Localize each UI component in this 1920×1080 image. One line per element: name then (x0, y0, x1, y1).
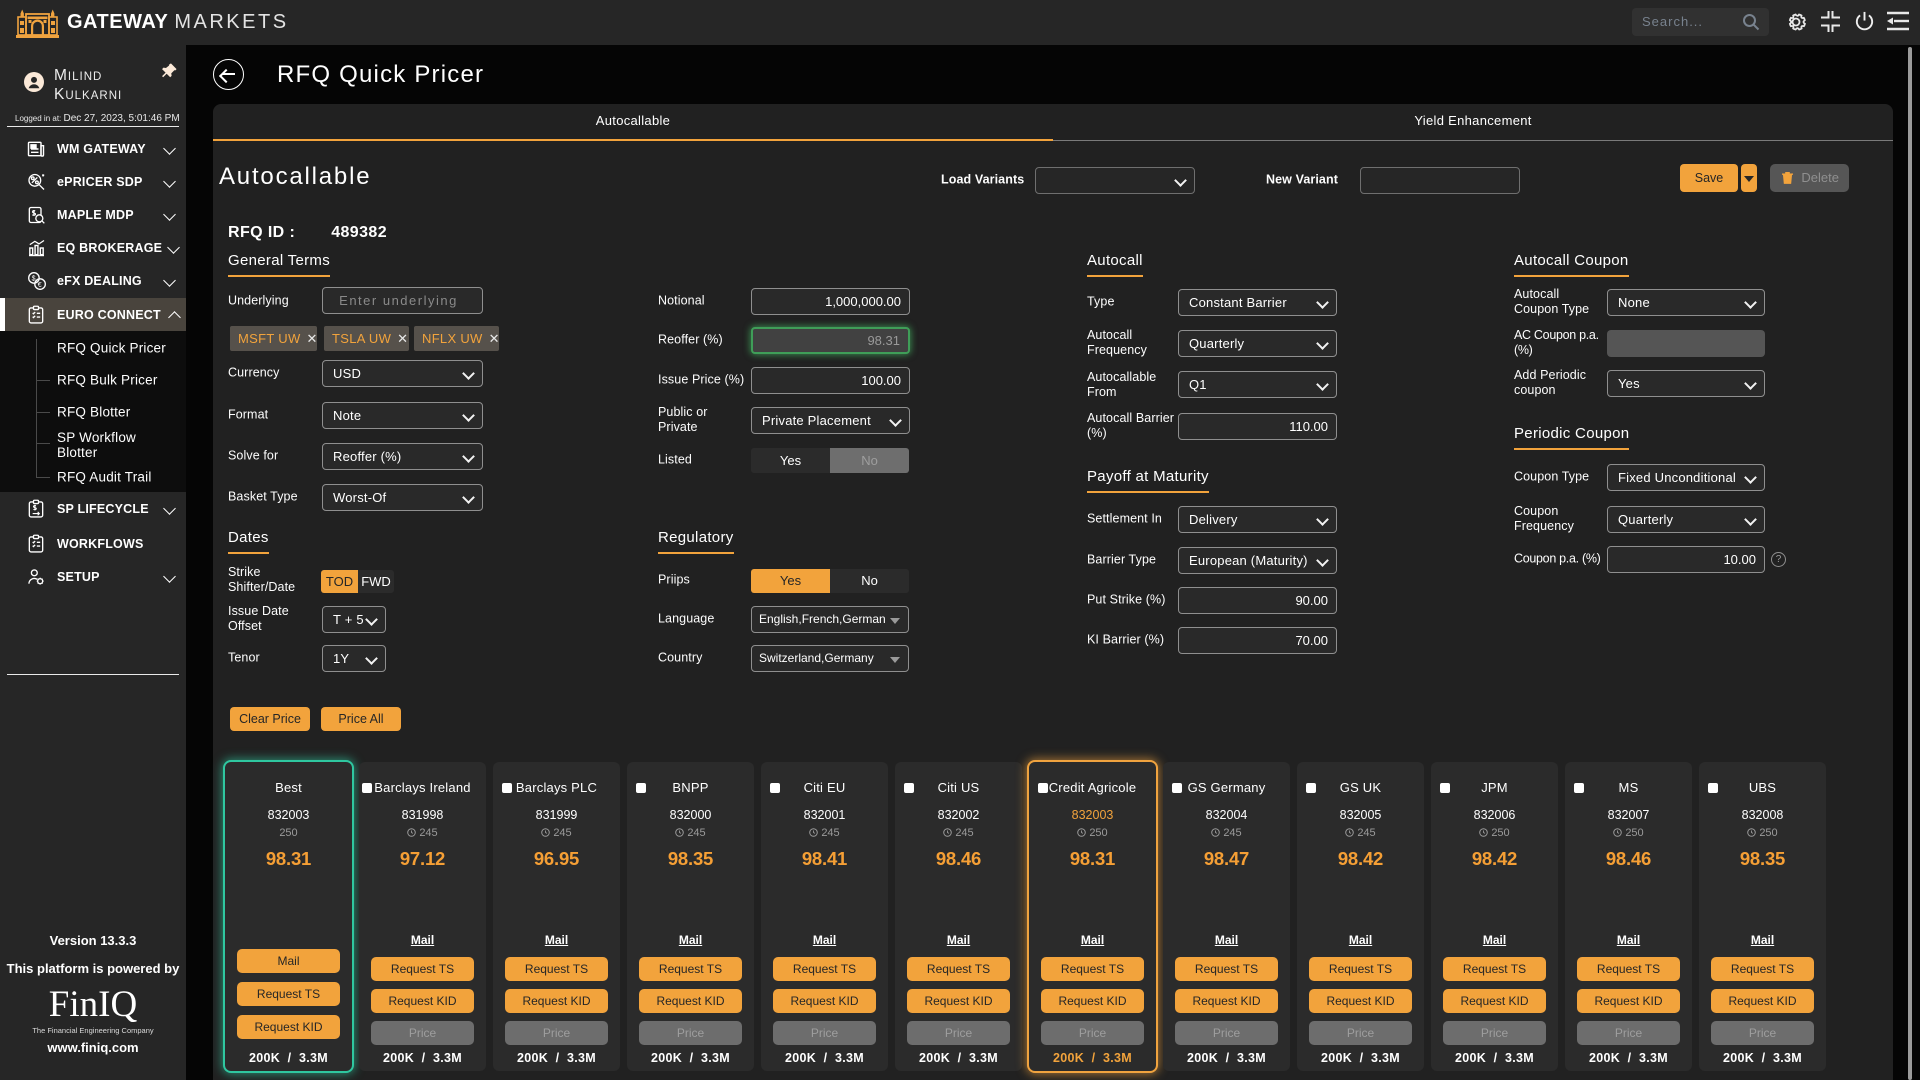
svg-text:€: € (38, 281, 42, 288)
svg-text:$: $ (32, 275, 36, 282)
